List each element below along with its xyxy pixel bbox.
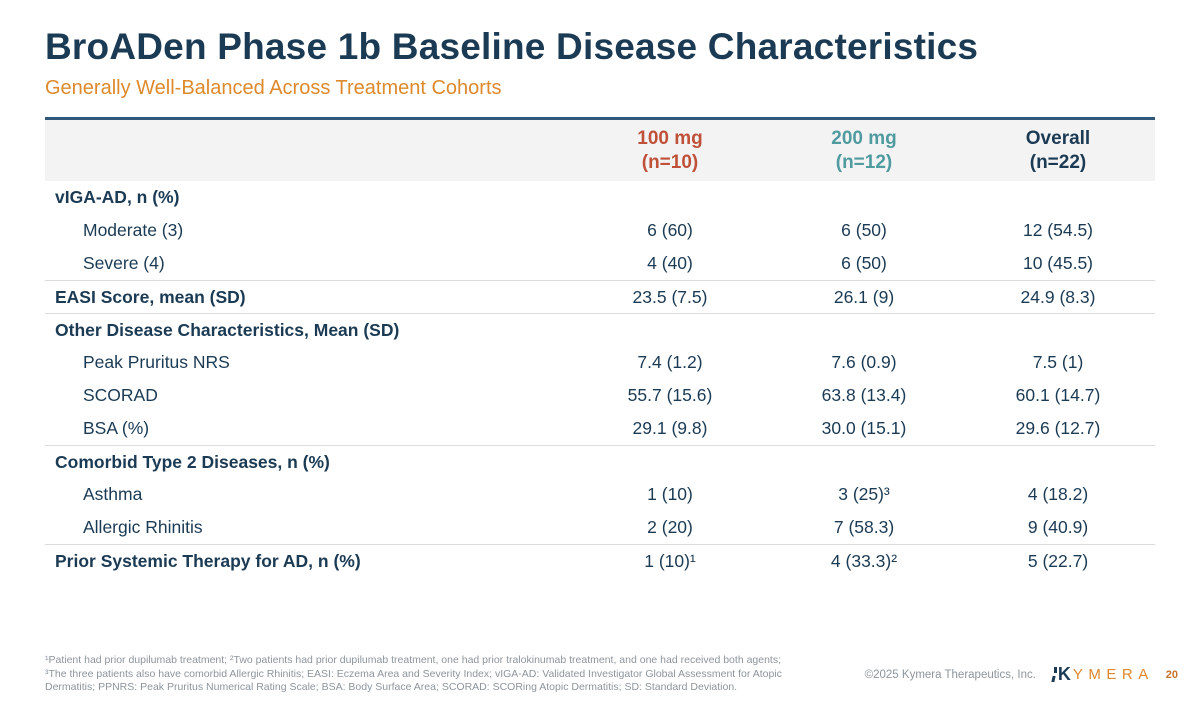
row-label: SCORAD	[83, 385, 158, 405]
row-label: vIGA-AD, n (%)	[55, 187, 180, 207]
cell-100mg: 1 (10)	[647, 484, 693, 504]
cell-200mg: 7 (58.3)	[833, 517, 895, 537]
footnote-line-3: Dermatitis; PPNRS: Peak Pruritus Numeric…	[45, 681, 738, 693]
cell-100mg: 2 (20)	[647, 517, 693, 537]
footnote-line-1: ¹Patient had prior dupilumab treatment; …	[45, 654, 782, 666]
cell-overall: 60.1 (14.7)	[1015, 385, 1101, 405]
row-label: Prior Systemic Therapy for AD, n (%)	[55, 550, 361, 571]
table-row-bsa: BSA (%) 29.1 (9.8) 30.0 (15.1) 29.6 (12.…	[45, 412, 1155, 445]
footnotes: ¹Patient had prior dupilumab treatment; …	[45, 654, 845, 695]
cell-100mg: 6 (60)	[647, 220, 693, 240]
cell-200mg: 63.8 (13.4)	[821, 385, 907, 405]
row-label: Allergic Rhinitis	[83, 517, 203, 537]
cell-overall: 7.5 (1)	[1032, 352, 1084, 372]
cell-100mg: 7.4 (1.2)	[637, 352, 703, 372]
page-title: BroADen Phase 1b Baseline Disease Charac…	[45, 26, 979, 67]
column-sublabel-100mg: (n=10)	[641, 151, 699, 173]
table-row-allergic-rhinitis: Allergic Rhinitis 2 (20) 7 (58.3) 9 (40.…	[45, 511, 1155, 544]
footnote-line-2: ³The three patients also have comorbid A…	[45, 667, 782, 680]
table-row-prior-systemic-therapy: Prior Systemic Therapy for AD, n (%) 1 (…	[45, 544, 1155, 577]
column-header-overall: Overall (n=22)	[961, 127, 1155, 175]
cell-200mg: 3 (25)³	[838, 484, 890, 504]
cell-100mg: 55.7 (15.6)	[627, 385, 713, 405]
cell-overall: 4 (18.2)	[1027, 484, 1089, 504]
baseline-characteristics-table: 100 mg (n=10) 200 mg (n=12) Overall (n=2…	[45, 117, 1155, 577]
cell-overall: 29.6 (12.7)	[1015, 418, 1101, 438]
table-row-peak-pruritus-nrs: Peak Pruritus NRS 7.4 (1.2) 7.6 (0.9) 7.…	[45, 346, 1155, 379]
table-row-comorbid-type-2-diseases: Comorbid Type 2 Diseases, n (%)	[45, 445, 1155, 478]
table-row-viga-ad: vIGA-AD, n (%)	[45, 181, 1155, 214]
column-label-overall: Overall	[1025, 127, 1091, 149]
column-header-100mg: 100 mg (n=10)	[573, 127, 767, 175]
cell-100mg: 1 (10)¹	[644, 550, 696, 571]
row-label: Comorbid Type 2 Diseases, n (%)	[55, 451, 330, 472]
cell-100mg: 23.5 (7.5)	[632, 286, 708, 307]
slide: BroADen Phase 1b Baseline Disease Charac…	[0, 26, 1200, 701]
cell-200mg: 7.6 (0.9)	[831, 352, 897, 372]
table-row-moderate: Moderate (3) 6 (60) 6 (50) 12 (54.5)	[45, 214, 1155, 247]
cell-200mg: 26.1 (9)	[833, 286, 895, 307]
row-label: EASI Score, mean (SD)	[55, 286, 246, 307]
row-label: Other Disease Characteristics, Mean (SD)	[55, 319, 400, 340]
table-row-scorad: SCORAD 55.7 (15.6) 63.8 (13.4) 60.1 (14.…	[45, 379, 1155, 412]
cell-200mg: 6 (50)	[841, 220, 887, 240]
cell-100mg: 4 (40)	[647, 253, 693, 273]
cell-100mg: 29.1 (9.8)	[632, 418, 708, 438]
page-subtitle: Generally Well-Balanced Across Treatment…	[45, 77, 502, 99]
cell-200mg: 6 (50)	[841, 253, 887, 273]
row-label: BSA (%)	[83, 418, 150, 438]
cell-overall: 5 (22.7)	[1027, 550, 1089, 571]
cell-overall: 12 (54.5)	[1022, 220, 1094, 240]
row-label: Moderate (3)	[83, 220, 184, 240]
row-label: Peak Pruritus NRS	[83, 352, 230, 372]
cell-overall: 9 (40.9)	[1027, 517, 1089, 537]
cell-overall: 24.9 (8.3)	[1020, 286, 1096, 307]
cell-200mg: 30.0 (15.1)	[821, 418, 907, 438]
row-label: Severe (4)	[83, 253, 165, 273]
kymera-logo-mark-icon	[1051, 667, 1057, 682]
row-label: Asthma	[83, 484, 143, 504]
column-sublabel-overall: (n=22)	[1029, 151, 1087, 173]
table-row-other-disease-characteristics: Other Disease Characteristics, Mean (SD)	[45, 313, 1155, 346]
cell-overall: 10 (45.5)	[1022, 253, 1094, 273]
table-row-asthma: Asthma 1 (10) 3 (25)³ 4 (18.2)	[45, 478, 1155, 511]
table-row-easi-score: EASI Score, mean (SD) 23.5 (7.5) 26.1 (9…	[45, 280, 1155, 313]
table-header-row: 100 mg (n=10) 200 mg (n=12) Overall (n=2…	[45, 117, 1155, 181]
column-sublabel-200mg: (n=12)	[835, 151, 893, 173]
column-label-200mg: 200 mg	[831, 127, 897, 149]
column-label-100mg: 100 mg	[637, 127, 703, 149]
column-header-200mg: 200 mg (n=12)	[767, 127, 961, 175]
table-row-severe: Severe (4) 4 (40) 6 (50) 10 (45.5)	[45, 247, 1155, 280]
cell-200mg: 4 (33.3)²	[830, 550, 898, 571]
